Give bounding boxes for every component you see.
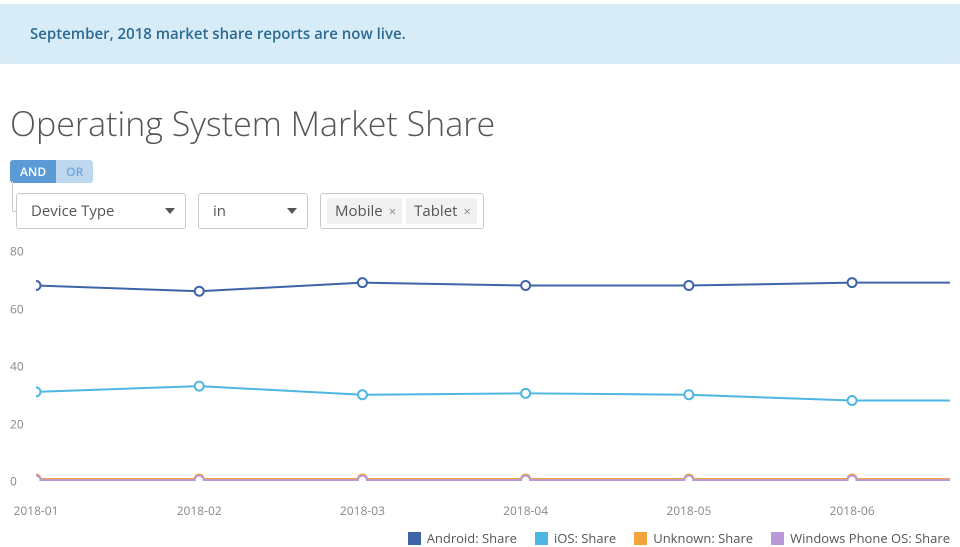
chart-legend: Android: Share iOS: Share Unknown: Share Wi… (0, 529, 950, 547)
legend-label: Unknown: Share (653, 529, 753, 547)
y-axis-label: 60 (10, 300, 24, 317)
y-axis-label: 40 (10, 358, 24, 375)
filter-row: Device Type in Mobile × Tablet × (16, 193, 960, 229)
notice-banner: September, 2018 market share reports are… (0, 4, 960, 64)
filter-field-label: Device Type (31, 201, 114, 221)
logic-or-button[interactable]: OR (56, 160, 93, 183)
legend-item[interactable]: Unknown: Share (634, 529, 753, 547)
close-icon[interactable]: × (463, 202, 470, 220)
legend-swatch (408, 532, 421, 545)
legend-swatch (634, 532, 647, 545)
filter-operator-select[interactable]: in (198, 193, 308, 229)
legend-item[interactable]: Windows Phone OS: Share (771, 529, 950, 547)
legend-item[interactable]: iOS: Share (535, 529, 616, 547)
filter-field-select[interactable]: Device Type (16, 193, 186, 229)
x-axis-label: 2018-01 (13, 502, 58, 519)
market-share-chart: 0204060802018-012018-022018-032018-04201… (10, 251, 950, 501)
filter-tag-label: Mobile (335, 201, 383, 221)
close-icon[interactable]: × (389, 202, 396, 220)
chevron-down-icon (165, 208, 175, 214)
x-axis-label: 2018-04 (503, 502, 548, 519)
y-axis-label: 20 (10, 415, 24, 432)
chart-plot (36, 251, 950, 481)
filter-tag: Tablet × (406, 198, 477, 224)
legend-item[interactable]: Android: Share (408, 529, 517, 547)
filter-values[interactable]: Mobile × Tablet × (320, 193, 484, 229)
legend-label: Windows Phone OS: Share (790, 529, 950, 547)
filter-tag: Mobile × (327, 198, 402, 224)
y-axis-label: 80 (10, 243, 24, 260)
legend-label: iOS: Share (554, 529, 616, 547)
x-axis-label: 2018-03 (340, 502, 385, 519)
page-title: Operating System Market Share (10, 100, 960, 146)
y-axis-label: 0 (10, 473, 17, 490)
legend-swatch (771, 532, 784, 545)
filter-operator-label: in (213, 201, 226, 221)
legend-label: Android: Share (427, 529, 517, 547)
filter-tag-label: Tablet (414, 201, 457, 221)
x-axis-label: 2018-02 (177, 502, 222, 519)
logic-toggle: AND OR (10, 160, 93, 183)
legend-swatch (535, 532, 548, 545)
logic-and-button[interactable]: AND (10, 160, 56, 183)
x-axis-label: 2018-05 (666, 502, 711, 519)
notice-text: September, 2018 market share reports are… (30, 24, 406, 44)
x-axis-label: 2018-06 (830, 502, 875, 519)
chevron-down-icon (287, 208, 297, 214)
